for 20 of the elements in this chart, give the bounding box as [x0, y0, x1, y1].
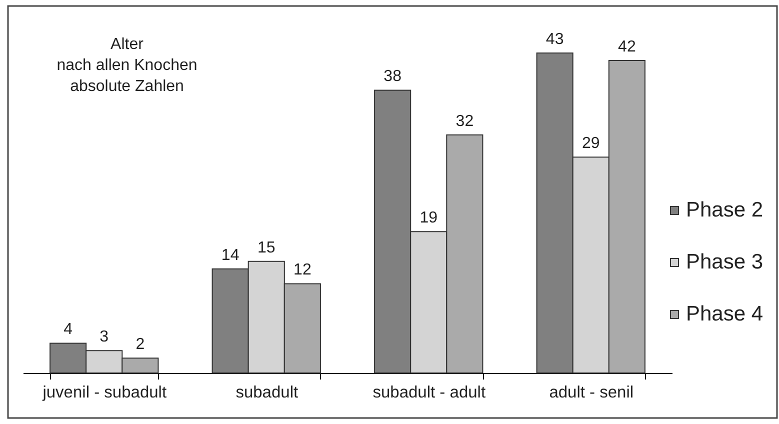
legend-label: Phase 3 [686, 250, 764, 274]
x-tick-label: subadult - adult [372, 384, 486, 402]
data-label: 14 [221, 246, 240, 264]
data-label: 43 [546, 31, 564, 48]
data-label: 2 [136, 336, 145, 354]
data-label: 12 [294, 262, 312, 279]
x-tick-label: subadult [236, 384, 298, 402]
legend-label: Phase 4 [686, 302, 764, 326]
data-label: 19 [420, 210, 438, 227]
data-label: 3 [100, 328, 109, 346]
data-label: 29 [582, 135, 600, 152]
data-label: 42 [618, 38, 636, 56]
legend-label: Phase 2 [686, 198, 764, 222]
data-label: 38 [384, 68, 402, 86]
data-label: 32 [456, 112, 474, 130]
x-tick-label: adult - senil [549, 384, 634, 402]
x-tick-label: juvenil - subadult [42, 384, 167, 402]
data-label: 4 [64, 321, 73, 338]
chart-title: Alter nach allen Knochen absolute Zahlen [56, 36, 198, 95]
data-label: 15 [257, 239, 276, 256]
